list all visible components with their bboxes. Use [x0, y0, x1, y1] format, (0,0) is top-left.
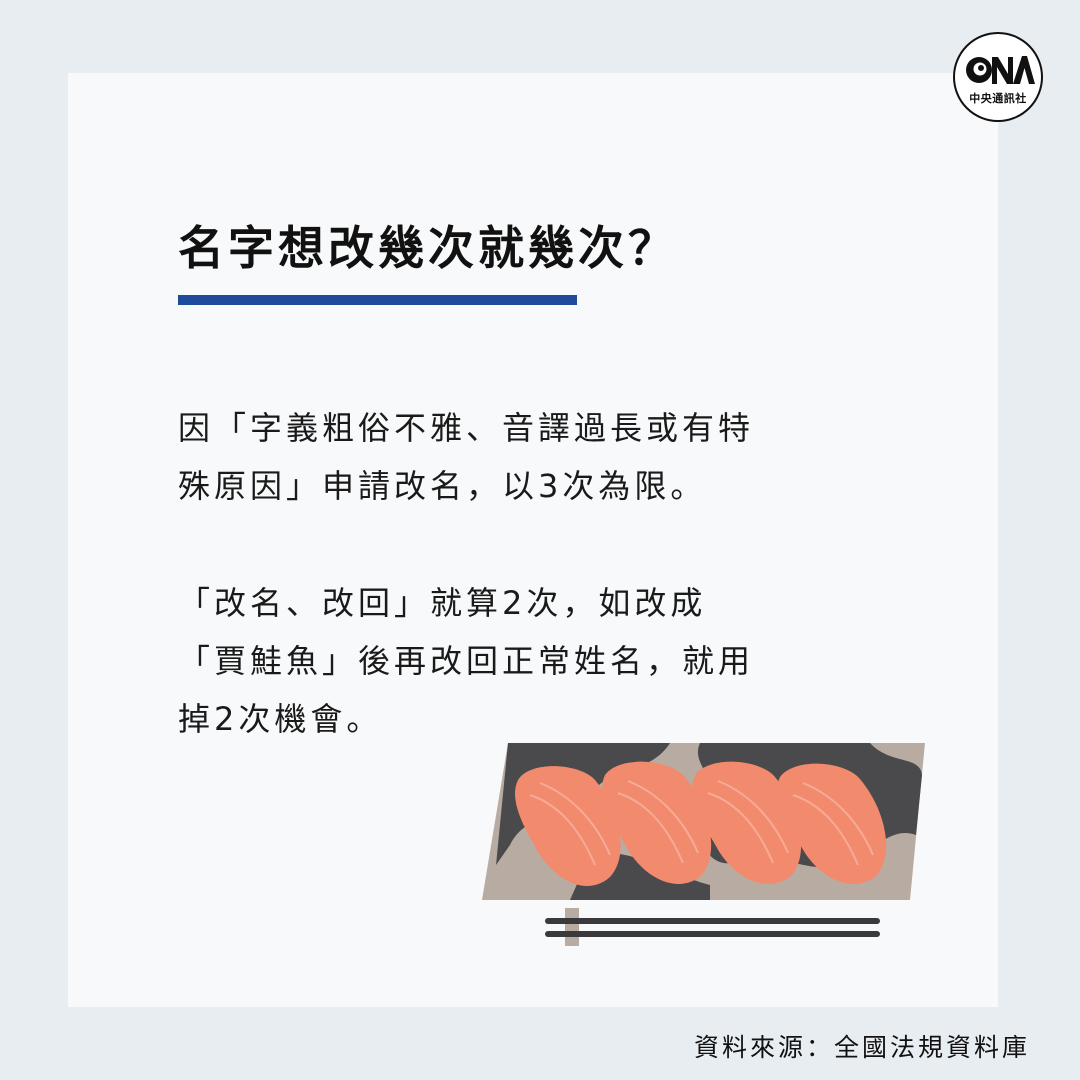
salmon-piece: [692, 761, 802, 884]
paragraph-2-line: 「改名、改回」就算2次，如改成: [178, 584, 707, 622]
paragraph-1-line: 因「字義粗俗不雅、音譯過長或有特: [178, 409, 755, 447]
chopstick-rest: [565, 908, 579, 946]
paragraph-1-line: 殊原因」申請改名，以3次為限。: [178, 467, 707, 505]
paragraph-2: 「改名、改回」就算2次，如改成 「賈鮭魚」後再改回正常姓名，就用 掉2次機會。: [178, 574, 754, 748]
salmon-sushi-plate-illustration: [482, 743, 925, 946]
paragraph-1: 因「字義粗俗不雅、音譯過長或有特 殊原因」申請改名，以3次為限。: [178, 399, 754, 515]
logo-text: 中央通訊社: [969, 92, 1027, 105]
salmon-piece: [777, 763, 887, 884]
chopstick: [545, 931, 880, 937]
cna-logo-icon: [966, 56, 1035, 84]
salmon-piece: [602, 761, 712, 884]
salmon-stripes: [529, 780, 874, 866]
salmon-piece: [515, 766, 621, 886]
chopstick: [545, 918, 880, 924]
cna-logo: 中央通訊社: [953, 32, 1043, 122]
title-underline: [178, 295, 577, 305]
source-credit: 資料來源：全國法規資料庫: [694, 1033, 1031, 1062]
paragraph-2-line: 掉2次機會。: [178, 700, 383, 738]
page-title: 名字想改幾次就幾次？: [178, 221, 678, 275]
paragraph-2-line: 「賈鮭魚」後再改回正常姓名，就用: [178, 642, 755, 680]
